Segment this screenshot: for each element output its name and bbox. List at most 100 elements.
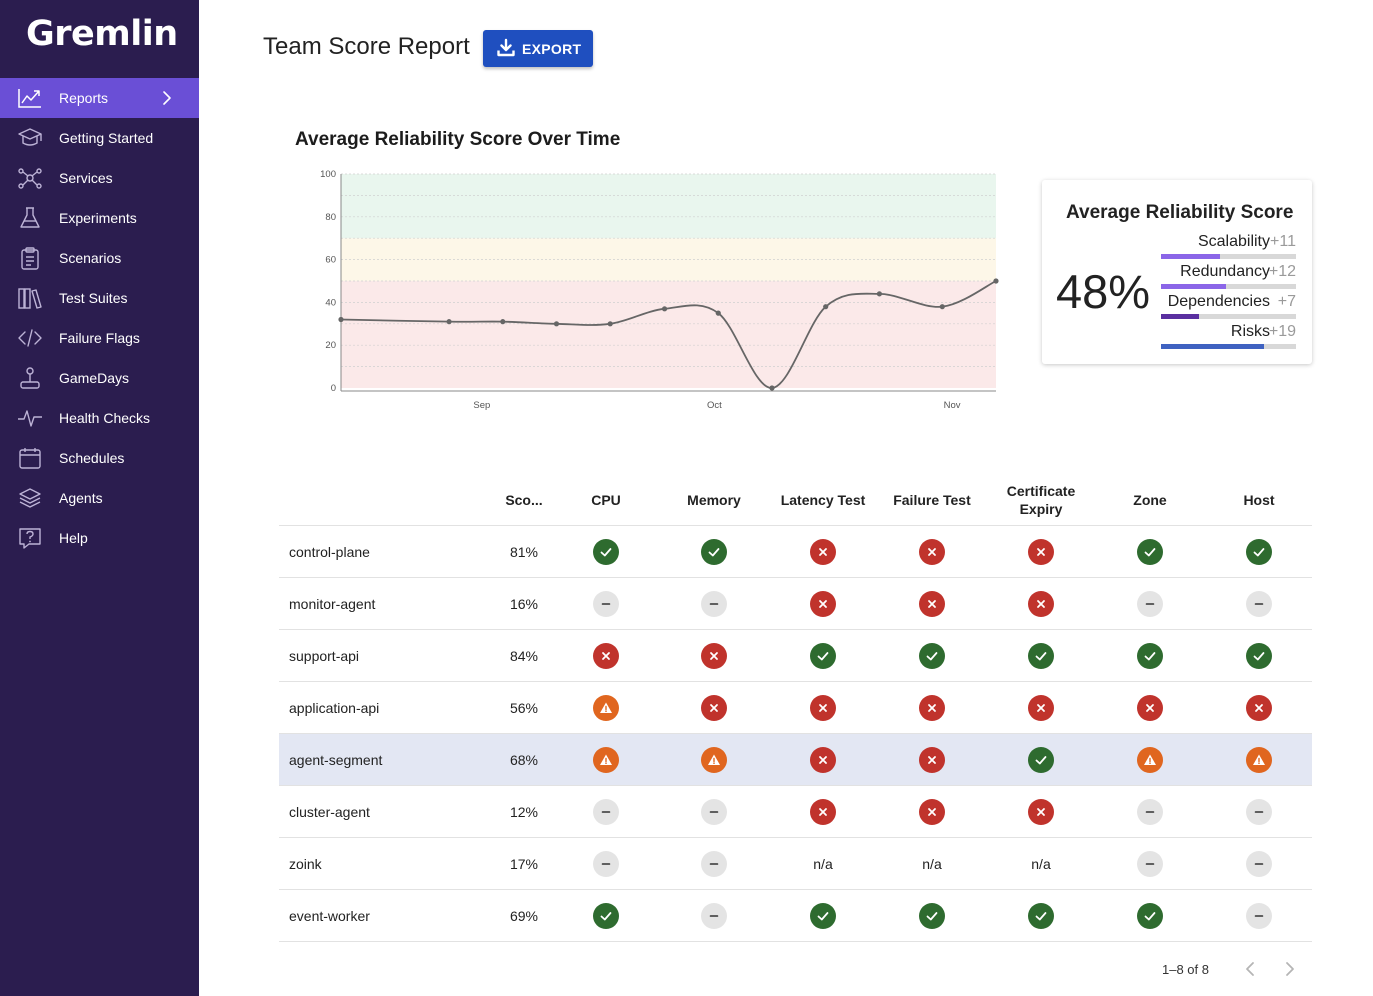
pass-check-icon[interactable]: [593, 903, 619, 929]
pass-check-icon[interactable]: [810, 643, 836, 669]
sidebar-item-scenarios[interactable]: Scenarios: [0, 238, 199, 278]
fail-x-icon[interactable]: [810, 695, 836, 721]
export-button[interactable]: EXPORT: [483, 30, 593, 67]
not-run-dash-icon[interactable]: [1137, 591, 1163, 617]
not-run-dash-icon[interactable]: [1246, 851, 1272, 877]
column-header-failure-test[interactable]: Failure Test: [893, 492, 971, 508]
fail-x-icon[interactable]: [810, 591, 836, 617]
warning-icon[interactable]: [593, 695, 619, 721]
table-row[interactable]: monitor-agent 16%: [279, 578, 1312, 630]
pass-check-icon[interactable]: [1028, 903, 1054, 929]
score-band: [341, 174, 996, 239]
service-score: 17%: [509, 856, 539, 872]
download-icon: [497, 38, 515, 57]
x-tick-label: Sep: [473, 400, 490, 411]
pass-check-icon[interactable]: [1137, 903, 1163, 929]
pass-check-icon[interactable]: [810, 903, 836, 929]
gremlin-logo[interactable]: Gremlin: [26, 14, 178, 54]
warning-icon[interactable]: [1246, 747, 1272, 773]
column-header-cpu[interactable]: CPU: [591, 492, 621, 508]
not-run-dash-icon[interactable]: [701, 799, 727, 825]
fail-x-icon[interactable]: [1028, 799, 1054, 825]
previous-page-icon[interactable]: [1240, 958, 1260, 980]
pass-check-icon[interactable]: [1246, 643, 1272, 669]
table-row[interactable]: agent-segment 68%: [279, 734, 1312, 786]
fail-x-icon[interactable]: [1028, 695, 1054, 721]
column-header-host[interactable]: Host: [1243, 492, 1275, 508]
fail-x-icon[interactable]: [919, 747, 945, 773]
pass-check-icon[interactable]: [1028, 747, 1054, 773]
pass-check-icon[interactable]: [919, 903, 945, 929]
warning-icon[interactable]: [593, 747, 619, 773]
table-row[interactable]: application-api 56%: [279, 682, 1312, 734]
not-run-dash-icon[interactable]: [1246, 903, 1272, 929]
fail-x-icon[interactable]: [1028, 539, 1054, 565]
fail-x-icon[interactable]: [593, 643, 619, 669]
table-row[interactable]: event-worker 69%: [279, 890, 1312, 942]
status-cell: [551, 630, 661, 682]
sidebar-item-label: Agents: [59, 490, 103, 506]
not-run-dash-icon[interactable]: [701, 903, 727, 929]
team-score-table: Sco... CPU Memory Latency Test Failure Test C…: [279, 474, 1312, 942]
sidebar-item-experiments[interactable]: Experiments: [0, 198, 199, 238]
sidebar-item-failure-flags[interactable]: Failure Flags: [0, 318, 199, 358]
not-run-dash-icon[interactable]: [701, 851, 727, 877]
next-page-icon[interactable]: [1280, 958, 1300, 980]
column-header-sco-[interactable]: Sco...: [505, 492, 543, 508]
fail-x-icon[interactable]: [919, 591, 945, 617]
help-icon: [19, 528, 41, 549]
fail-x-icon[interactable]: [810, 747, 836, 773]
pass-check-icon[interactable]: [701, 539, 727, 565]
sidebar-item-test-suites[interactable]: Test Suites: [0, 278, 199, 318]
data-point: [607, 321, 613, 327]
fail-x-icon[interactable]: [1028, 591, 1054, 617]
chart-title: Average Reliability Score Over Time: [295, 129, 621, 150]
pass-check-icon[interactable]: [919, 643, 945, 669]
fail-x-icon[interactable]: [919, 539, 945, 565]
table-row[interactable]: cluster-agent 12%: [279, 786, 1312, 838]
sidebar-item-help[interactable]: Help: [0, 518, 199, 558]
service-name: control-plane: [289, 544, 370, 560]
pass-check-icon[interactable]: [1246, 539, 1272, 565]
not-run-dash-icon[interactable]: [1137, 799, 1163, 825]
sidebar-item-schedules[interactable]: Schedules: [0, 438, 199, 478]
sidebar-item-reports[interactable]: Reports: [0, 78, 199, 118]
fail-x-icon[interactable]: [919, 695, 945, 721]
sidebar-item-getting-started[interactable]: Getting Started: [0, 118, 199, 158]
fail-x-icon[interactable]: [810, 539, 836, 565]
status-cell: [551, 682, 661, 734]
fail-x-icon[interactable]: [701, 643, 727, 669]
sidebar-item-services[interactable]: Services: [0, 158, 199, 198]
column-header-latency-test[interactable]: Latency Test: [780, 492, 866, 508]
not-run-dash-icon[interactable]: [1246, 591, 1272, 617]
not-run-dash-icon[interactable]: [593, 851, 619, 877]
table-row[interactable]: zoink 17% n/a n/a n/a: [279, 838, 1312, 890]
fail-x-icon[interactable]: [701, 695, 727, 721]
not-run-dash-icon[interactable]: [593, 799, 619, 825]
pass-check-icon[interactable]: [1137, 643, 1163, 669]
status-cell: [659, 578, 769, 630]
status-cell: [551, 734, 661, 786]
not-run-dash-icon[interactable]: [1246, 799, 1272, 825]
warning-icon[interactable]: [701, 747, 727, 773]
column-header-zone[interactable]: Zone: [1133, 492, 1167, 508]
fail-x-icon[interactable]: [810, 799, 836, 825]
sidebar-item-health-checks[interactable]: Health Checks: [0, 398, 199, 438]
sidebar-item-agents[interactable]: Agents: [0, 478, 199, 518]
not-run-dash-icon[interactable]: [1137, 851, 1163, 877]
table-row[interactable]: support-api 84%: [279, 630, 1312, 682]
pass-check-icon[interactable]: [593, 539, 619, 565]
fail-x-icon[interactable]: [1137, 695, 1163, 721]
pass-check-icon[interactable]: [1137, 539, 1163, 565]
data-point: [715, 310, 721, 316]
warning-icon[interactable]: [1137, 747, 1163, 773]
not-run-dash-icon[interactable]: [593, 591, 619, 617]
column-header-memory[interactable]: Memory: [687, 492, 741, 508]
sidebar-item-gamedays[interactable]: GameDays: [0, 358, 199, 398]
not-run-dash-icon[interactable]: [701, 591, 727, 617]
column-header-certificate-expiry[interactable]: Certificate Expiry: [1006, 483, 1076, 517]
fail-x-icon[interactable]: [919, 799, 945, 825]
table-row[interactable]: control-plane 81%: [279, 526, 1312, 578]
pass-check-icon[interactable]: [1028, 643, 1054, 669]
fail-x-icon[interactable]: [1246, 695, 1272, 721]
